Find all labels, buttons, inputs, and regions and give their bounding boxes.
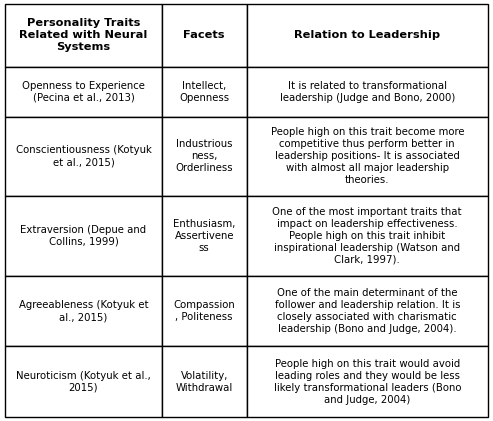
Text: Intellect,
Openness: Intellect, Openness <box>179 80 229 103</box>
Text: Relation to Leadership: Relation to Leadership <box>294 30 440 40</box>
Text: Volatility,
Withdrawal: Volatility, Withdrawal <box>176 370 233 392</box>
Bar <box>5 196 162 276</box>
Text: One of the main determinant of the
follower and leadership relation. It is
close: One of the main determinant of the follo… <box>275 288 460 334</box>
Text: It is related to transformational
leadership (Judge and Bono, 2000): It is related to transformational leader… <box>280 80 455 103</box>
Text: Facets: Facets <box>183 30 225 40</box>
Text: Compassion
, Politeness: Compassion , Politeness <box>174 300 235 322</box>
Text: Agreeableness (Kotyuk et
al., 2015): Agreeableness (Kotyuk et al., 2015) <box>19 300 148 322</box>
Text: Openness to Experience
(Pecina et al., 2013): Openness to Experience (Pecina et al., 2… <box>22 80 145 103</box>
Text: Neuroticism (Kotyuk et al.,
2015): Neuroticism (Kotyuk et al., 2015) <box>16 370 151 392</box>
Text: Personality Traits
Related with Neural
Systems: Personality Traits Related with Neural S… <box>19 19 147 52</box>
Bar <box>162 4 246 67</box>
Text: Conscientiousness (Kotyuk
et al., 2015): Conscientiousness (Kotyuk et al., 2015) <box>15 145 151 168</box>
Text: Extraversion (Depue and
Collins, 1999): Extraversion (Depue and Collins, 1999) <box>20 225 146 247</box>
Bar <box>162 346 246 417</box>
Bar <box>5 4 162 67</box>
Bar <box>162 196 246 276</box>
Bar <box>246 346 488 417</box>
Text: One of the most important traits that
impact on leadership effectiveness.
People: One of the most important traits that im… <box>273 207 462 265</box>
Bar <box>162 117 246 196</box>
Text: People high on this trait become more
competitive thus perform better in
leaders: People high on this trait become more co… <box>271 128 464 185</box>
Text: Enthusiasm,
Assertivene
ss: Enthusiasm, Assertivene ss <box>173 219 236 253</box>
Bar <box>246 67 488 117</box>
Bar <box>246 117 488 196</box>
Text: People high on this trait would avoid
leading roles and they would be less
likel: People high on this trait would avoid le… <box>274 359 461 405</box>
Bar <box>162 67 246 117</box>
Bar <box>162 276 246 346</box>
Bar <box>5 346 162 417</box>
Bar <box>246 196 488 276</box>
Bar <box>5 117 162 196</box>
Bar <box>246 276 488 346</box>
Bar <box>246 4 488 67</box>
Bar <box>5 67 162 117</box>
Text: Industrious
ness,
Orderliness: Industrious ness, Orderliness <box>176 139 233 173</box>
Bar <box>5 276 162 346</box>
